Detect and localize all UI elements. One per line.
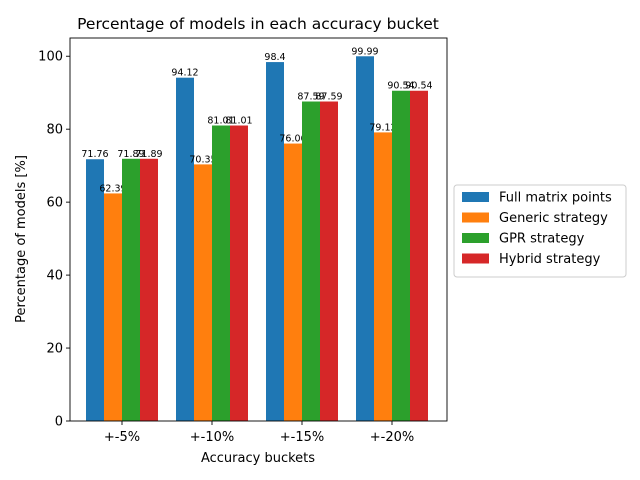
legend: Full matrix points Generic strategy GPR st… — [453, 184, 627, 278]
x-tick-label: +-5% — [104, 430, 140, 445]
legend-swatch — [462, 253, 489, 264]
x-tick-label: +-10% — [190, 430, 234, 445]
bar-hybrid-strategy-0 — [140, 158, 158, 422]
data-label: 81.01 — [225, 116, 252, 127]
bar-full-matrix-points-0 — [86, 159, 104, 421]
bar-gpr-strategy-1 — [212, 125, 230, 421]
data-label: 90.54 — [405, 81, 432, 92]
plot-frame — [69, 37, 448, 422]
legend-label: Full matrix points — [499, 191, 612, 206]
bar-gpr-strategy-0 — [122, 158, 140, 422]
data-label: 87.59 — [297, 92, 324, 103]
x-axis-label: Accuracy buckets — [201, 451, 315, 466]
data-label: 99.99 — [351, 46, 378, 57]
bar-generic-strategy-0 — [104, 193, 122, 421]
bar-gpr-strategy-3 — [392, 90, 410, 421]
bar-generic-strategy-2 — [284, 143, 302, 422]
legend-label: GPR strategy — [499, 232, 585, 247]
y-tick-label: 0 — [55, 415, 63, 430]
x-tick-label: +-20% — [370, 430, 414, 445]
y-axis: 0 20 40 60 80 100 — [38, 50, 70, 430]
bar-full-matrix-points-3 — [356, 56, 374, 422]
y-axis-label: Percentage of models [%] — [14, 155, 29, 323]
data-label: 71.89 — [117, 149, 144, 160]
y-tick-label: 20 — [46, 342, 63, 357]
data-label: 62.39 — [99, 183, 126, 194]
y-tick-label: 100 — [38, 50, 63, 65]
bar-full-matrix-points-1 — [176, 77, 194, 421]
bar-hybrid-strategy-1 — [230, 125, 248, 421]
y-tick-label: 80 — [46, 123, 63, 138]
legend-box — [453, 184, 627, 278]
y-tick-label: 40 — [46, 269, 63, 284]
legend-label: Generic strategy — [499, 211, 608, 226]
data-label: 79.12 — [369, 122, 396, 133]
bar-hybrid-strategy-3 — [410, 90, 428, 421]
bar-generic-strategy-3 — [374, 132, 392, 421]
data-label: 98.4 — [264, 52, 285, 63]
data-label: 90.54 — [387, 81, 414, 92]
legend-label: Hybrid strategy — [499, 252, 601, 267]
legend-swatch — [462, 212, 489, 223]
data-label: 81.01 — [207, 116, 234, 127]
bar-generic-strategy-1 — [194, 164, 212, 421]
legend-swatch — [462, 233, 489, 243]
x-axis: +-5% +-10% +-15% +-20% — [104, 421, 414, 445]
data-label: 76.06 — [279, 134, 306, 145]
data-label: 94.12 — [171, 68, 198, 79]
x-tick-label: +-15% — [280, 430, 324, 445]
bar-full-matrix-points-2 — [266, 62, 284, 422]
plot-area: 71.76 94.12 98.4 99.99 62.39 70.35 76.06 79.12 7… — [69, 37, 448, 422]
data-label: 70.35 — [189, 154, 216, 165]
data-label: 71.89 — [135, 149, 162, 160]
chart-title: Percentage of models in each accuracy bu… — [77, 15, 439, 33]
data-label: 87.59 — [315, 92, 342, 103]
data-label: 71.76 — [81, 149, 108, 160]
bar-hybrid-strategy-2 — [320, 101, 338, 421]
y-tick-label: 60 — [46, 196, 63, 211]
bar-gpr-strategy-2 — [302, 101, 320, 421]
legend-swatch — [462, 192, 489, 202]
